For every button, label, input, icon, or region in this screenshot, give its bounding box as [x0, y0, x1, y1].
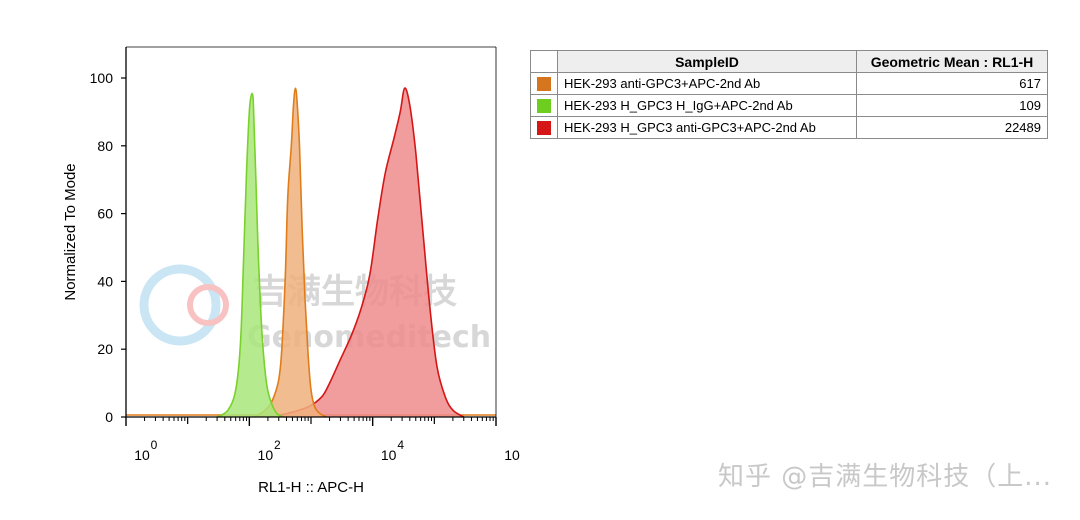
histogram-chart: 吉满生物科技 Genomeditech 02040608010010010210… [62, 46, 520, 496]
legend-sample-name: HEK-293 anti-GPC3+APC-2nd Ab [557, 72, 857, 95]
histogram-series [126, 87, 496, 418]
legend-geometric-mean: 109 [856, 94, 1048, 117]
legend-geometric-mean: 22489 [856, 116, 1048, 139]
x-tick-exponent: 2 [274, 438, 281, 452]
legend-header-row: SampleID Geometric Mean : RL1-H [530, 50, 1048, 73]
x-tick-label: 10 [134, 447, 150, 463]
legend-swatch-orange [537, 76, 551, 91]
legend-sample-name: HEK-293 H_GPC3 anti-GPC3+APC-2nd Ab [557, 116, 857, 139]
y-tick-label: 80 [97, 138, 113, 154]
y-tick-label: 100 [90, 70, 114, 86]
series-outline [253, 87, 328, 418]
y-tick-label: 60 [97, 206, 113, 222]
series-outline [267, 87, 465, 418]
x-axis-label: RL1-H :: APC-H [258, 479, 364, 496]
axes: 020406080100100102104106 [90, 46, 520, 463]
series-area [267, 88, 464, 417]
legend-sample-name: HEK-293 H_GPC3 H_IgG+APC-2nd Ab [557, 94, 857, 117]
y-tick-label: 20 [97, 341, 113, 357]
legend-header-geometric-mean: Geometric Mean : RL1-H [856, 50, 1048, 73]
legend-header-swatch [530, 50, 558, 73]
x-tick-label: 10 [504, 447, 520, 463]
logo-ring-blue [139, 264, 221, 346]
legend-header-sampleid: SampleID [557, 50, 857, 73]
series-outline [216, 92, 284, 418]
legend-row: HEK-293 H_GPC3 anti-GPC3+APC-2nd Ab 2248… [530, 116, 1048, 139]
x-tick-label: 10 [258, 447, 274, 463]
legend-swatch-green [537, 98, 551, 113]
sample-legend-table: SampleID Geometric Mean : RL1-H HEK-293 … [530, 50, 1048, 139]
y-tick-label: 0 [105, 409, 113, 425]
legend-geometric-mean: 617 [856, 72, 1048, 95]
logo-ring-red [187, 284, 229, 326]
series-area [217, 93, 284, 417]
legend-row: HEK-293 anti-GPC3+APC-2nd Ab 617 [530, 72, 1048, 95]
legend-swatch-red [537, 120, 551, 135]
x-tick-exponent: 4 [397, 438, 404, 452]
y-axis-label: Normalized To Mode [62, 163, 79, 300]
zhihu-watermark: 知乎 @吉满生物科技（上... [717, 462, 1052, 492]
series-area [254, 88, 327, 417]
legend-row: HEK-293 H_GPC3 H_IgG+APC-2nd Ab 109 [530, 94, 1048, 117]
x-tick-label: 10 [381, 447, 397, 463]
y-tick-label: 40 [97, 273, 113, 289]
x-tick-exponent: 0 [151, 438, 158, 452]
company-logo-watermark: 吉满生物科技 Genomeditech [139, 264, 491, 355]
